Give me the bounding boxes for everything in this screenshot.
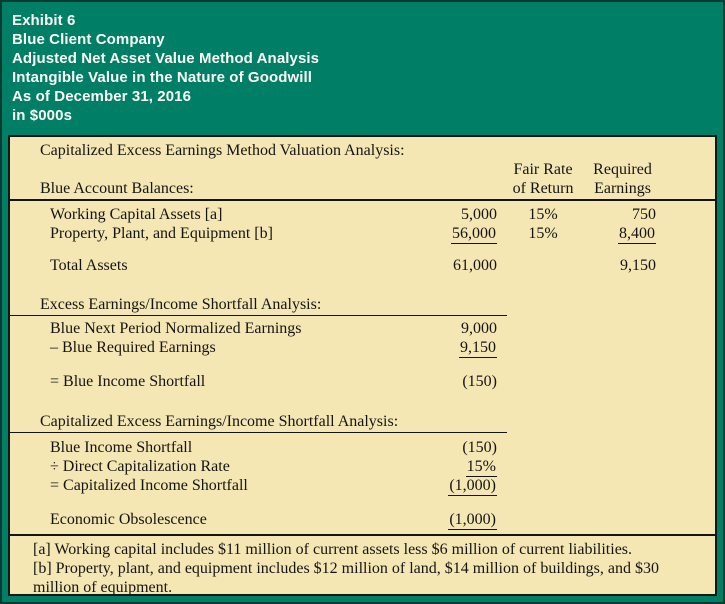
row-label: Total Assets <box>50 257 128 274</box>
col-header-fair-rate: Fair Rate of Return <box>512 161 574 197</box>
table-row-capitalized-shortfall: = Capitalized Income Shortfall (1,000) <box>10 476 715 496</box>
table-row-ppe: Property, Plant, and Equipment [b] 56,00… <box>10 224 715 244</box>
row-label: Property, Plant, and Equipment [b] <box>50 225 273 242</box>
exhibit-header: Exhibit 6 Blue Client Company Adjusted N… <box>2 2 723 135</box>
row-label: – Blue Required Earnings <box>50 339 216 356</box>
valuation-table: Capitalized Excess Earnings Method Valua… <box>8 135 717 596</box>
row-required-earnings: 750 <box>632 206 656 223</box>
table-row-economic-obsolescence: Economic Obsolescence (1,000) <box>10 510 715 530</box>
row-amount: (150) <box>462 373 497 390</box>
section-heading-shortfall: Excess Earnings/Income Shortfall Analysi… <box>10 295 507 316</box>
as-of-date: As of December 31, 2016 <box>12 88 192 105</box>
row-label: Blue Next Period Normalized Earnings <box>50 320 302 337</box>
exhibit-number: Exhibit 6 <box>12 12 76 29</box>
table-row-normalized-earnings: Blue Next Period Normalized Earnings 9,0… <box>10 319 715 338</box>
section-heading-capitalized: Capitalized Excess Earnings/Income Short… <box>10 412 507 433</box>
company-name: Blue Client Company <box>12 31 165 48</box>
table-row-working-capital: Working Capital Assets [a] 5,000 15% 750 <box>10 205 715 224</box>
row-amount: 61,000 <box>453 257 497 274</box>
column-header-row: Blue Account Balances: Fair Rate of Retu… <box>10 160 715 198</box>
footnote-a: [a] Working capital includes $11 million… <box>33 541 633 558</box>
row-required-earnings: 9,150 <box>620 257 656 274</box>
row-label: = Capitalized Income Shortfall <box>50 477 248 494</box>
row-amount: (150) <box>462 439 497 456</box>
row-label: Working Capital Assets [a] <box>50 206 223 223</box>
row-amount: 15% <box>465 458 497 477</box>
footnote-b: [b] Property, plant, and equipment inclu… <box>33 560 659 596</box>
row-label: ÷ Direct Capitalization Rate <box>50 458 230 475</box>
row-required-earnings: 8,400 <box>618 225 656 244</box>
row-amount: (1,000) <box>448 511 497 530</box>
row-label: Blue Income Shortfall <box>50 439 193 456</box>
balances-heading: Blue Account Balances: <box>40 180 194 197</box>
analysis-subject: Intangible Value in the Nature of Goodwi… <box>12 69 313 86</box>
row-fair-rate: 15% <box>528 206 558 223</box>
row-label: = Blue Income Shortfall <box>50 373 206 390</box>
row-amount: 9,000 <box>461 320 497 337</box>
table-row-income-shortfall-result: = Blue Income Shortfall (150) <box>10 372 715 391</box>
row-amount: (1,000) <box>448 477 497 496</box>
row-label: Economic Obsolescence <box>50 511 207 528</box>
footnote-rule <box>10 534 715 536</box>
col-header-required-earnings: Required Earnings <box>593 161 652 197</box>
header-rule <box>10 199 715 201</box>
table-row-direct-cap-rate: ÷ Direct Capitalization Rate 15% <box>10 457 715 477</box>
units-note: in $000s <box>12 107 73 124</box>
row-fair-rate: 15% <box>528 225 558 242</box>
table-title: Capitalized Excess Earnings Method Valua… <box>40 142 405 159</box>
table-row-blue-income-shortfall: Blue Income Shortfall (150) <box>10 438 715 457</box>
row-amount: 9,150 <box>459 339 497 358</box>
row-amount: 56,000 <box>451 225 497 244</box>
table-row-total-assets: Total Assets 61,000 9,150 <box>10 256 715 275</box>
method-title: Adjusted Net Asset Value Method Analysis <box>12 50 320 67</box>
table-row-required-earnings: – Blue Required Earnings 9,150 <box>10 338 715 358</box>
row-amount: 5,000 <box>461 206 497 223</box>
footnotes: [a] Working capital includes $11 million… <box>10 536 715 596</box>
